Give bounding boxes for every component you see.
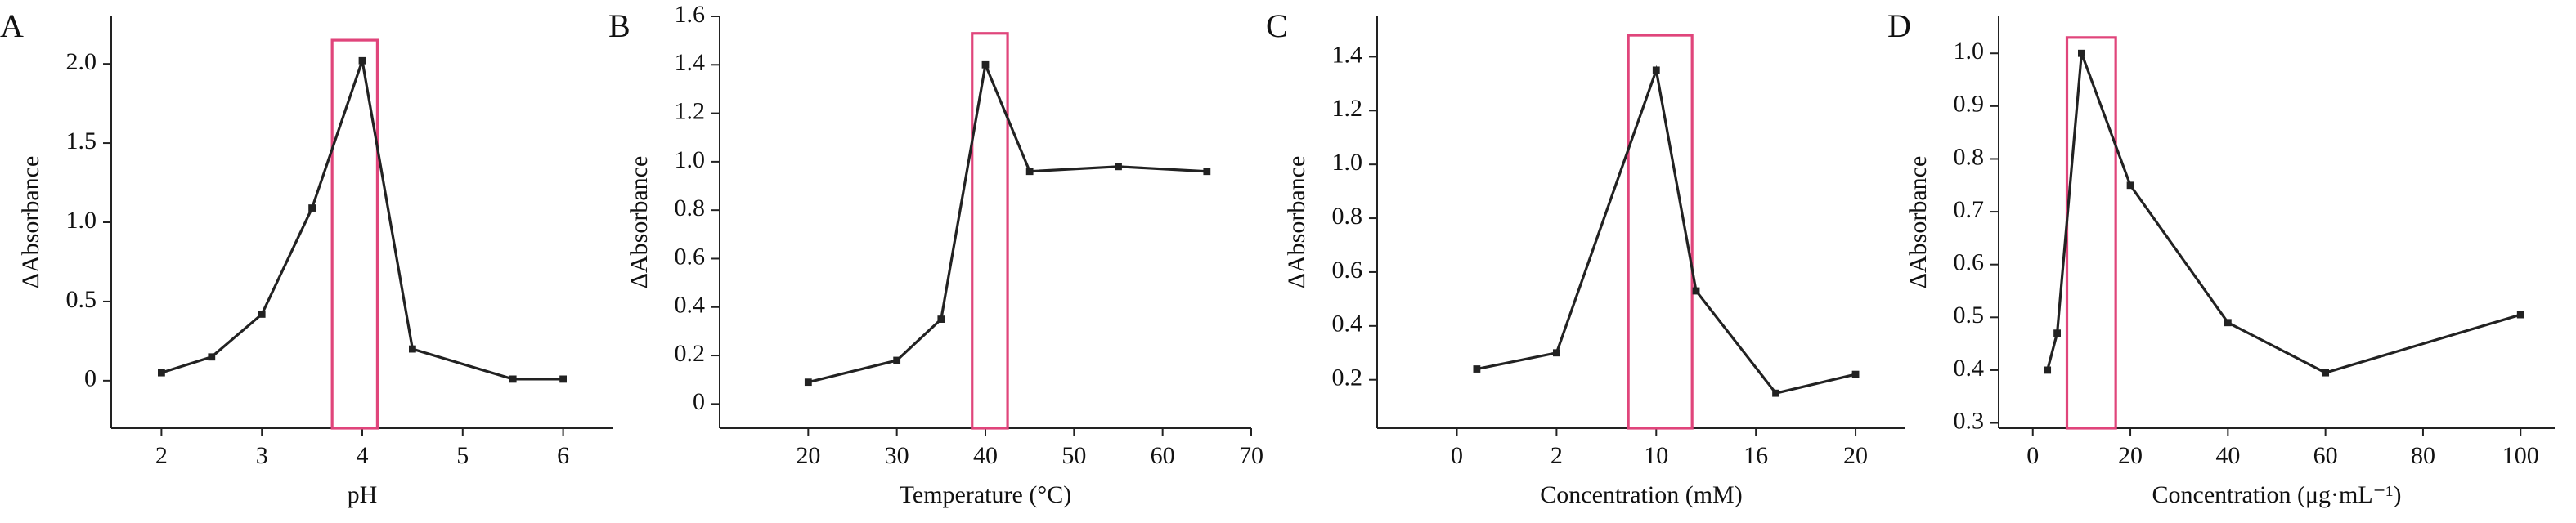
data-point [409,345,416,353]
x-axis-label: Concentration (μg·mL⁻¹) [2152,481,2402,508]
x-tick-label: 20 [796,442,820,469]
y-tick-label: 0.6 [1954,249,1985,276]
y-axis-label: ΔAbsorbance [1905,156,1932,289]
highlight-box [330,38,379,430]
data-point [2224,319,2232,327]
y-tick-label: 1.6 [675,1,706,28]
y-tick-label: 1.0 [1954,38,1985,65]
data-point [937,315,945,323]
y-tick-label: 0.6 [1332,257,1363,284]
y-tick-label: 1.4 [1332,41,1363,68]
data-point [2516,311,2524,319]
data-point [1851,370,1860,378]
y-tick-label: 0.8 [1332,203,1363,230]
panel-letter: B [608,7,631,44]
data-point [804,378,812,387]
panel-letter: A [0,7,24,44]
y-tick-label: 0 [693,388,705,415]
x-tick-label: 0 [1451,442,1463,469]
y-tick-label: 0.4 [1332,311,1363,337]
data-point [559,375,567,383]
data-point [1692,287,1700,295]
data-point [308,204,316,212]
data-point [1473,365,1481,373]
data-point [358,56,366,65]
x-tick-label: 20 [1843,442,1868,469]
x-tick-label: 80 [2411,442,2435,469]
x-tick-label: 2 [1551,442,1563,469]
x-tick-label: 5 [456,442,469,469]
data-point [208,353,216,361]
panel-letter: D [1887,7,1911,44]
data-line [160,60,563,381]
y-tick-label: 1.2 [675,97,706,124]
x-tick-label: 60 [1151,442,1175,469]
y-tick-label: 0.6 [675,243,706,270]
x-tick-label: 40 [2215,442,2240,469]
y-tick-label: 1.2 [1332,95,1363,122]
y-tick-label: 0.4 [1954,355,1985,382]
x-tick-label: 70 [1239,442,1263,469]
y-tick-label: 1.0 [66,207,97,234]
x-tick-label: 6 [557,442,569,469]
x-tick-label: 16 [1744,442,1768,469]
y-tick-label: 0.4 [675,292,706,319]
x-tick-label: 10 [1644,442,1668,469]
panel-letter: C [1266,7,1288,44]
y-tick-label: 1.4 [675,49,706,76]
data-point [893,356,901,364]
data-point [2044,366,2052,374]
y-axis-label: ΔAbsorbance [1283,156,1310,289]
data-point [2126,181,2134,190]
y-tick-label: 1.5 [66,127,97,154]
highlight-box [2065,36,2117,430]
y-tick-label: 1.0 [675,146,706,173]
y-tick-label: 0.3 [1954,407,1985,434]
y-tick-label: 0.7 [1954,196,1985,223]
y-axis-label: ΔAbsorbance [626,156,653,289]
y-tick-label: 2.0 [66,48,97,75]
data-point [2053,329,2061,337]
y-tick-label: 0.2 [675,340,706,367]
data-line [2046,52,2521,374]
data-point [1115,163,1122,171]
data-point [1652,66,1660,74]
data-point [509,375,517,383]
x-tick-label: 40 [973,442,998,469]
data-point [1552,349,1560,357]
x-tick-label: 0 [2026,442,2039,469]
x-tick-label: 2 [155,442,168,469]
highlight-box [1627,34,1694,430]
x-axis-label: pH [348,481,378,508]
data-point [158,369,165,377]
y-tick-label: 1.0 [1332,149,1363,176]
data-point [258,311,266,318]
y-tick-label: 0.8 [1954,143,1985,170]
x-tick-label: 4 [357,442,369,469]
x-tick-label: 30 [885,442,909,469]
x-tick-label: 50 [1061,442,1086,469]
y-tick-label: 0.5 [66,286,97,313]
data-line [1476,65,1856,395]
y-tick-label: 0.5 [1954,302,1985,329]
data-point [2322,369,2330,377]
data-point [1203,168,1211,176]
x-tick-label: 3 [256,442,268,469]
x-tick-label: 100 [2502,442,2539,469]
data-point [1025,168,1034,176]
y-tick-label: 0.9 [1954,91,1985,118]
x-axis-label: Temperature (°C) [900,481,1072,508]
y-tick-label: 0 [84,365,96,392]
data-point [981,60,990,69]
x-tick-label: 60 [2313,442,2338,469]
highlight-box [971,32,1009,430]
data-point [2078,49,2085,57]
y-tick-label: 0.8 [675,194,706,221]
x-tick-label: 20 [2118,442,2143,469]
x-axis-label: Concentration (mM) [1540,481,1742,508]
data-point [1772,389,1779,397]
y-tick-label: 0.2 [1332,364,1363,391]
y-axis-label: ΔAbsorbance [17,156,44,289]
